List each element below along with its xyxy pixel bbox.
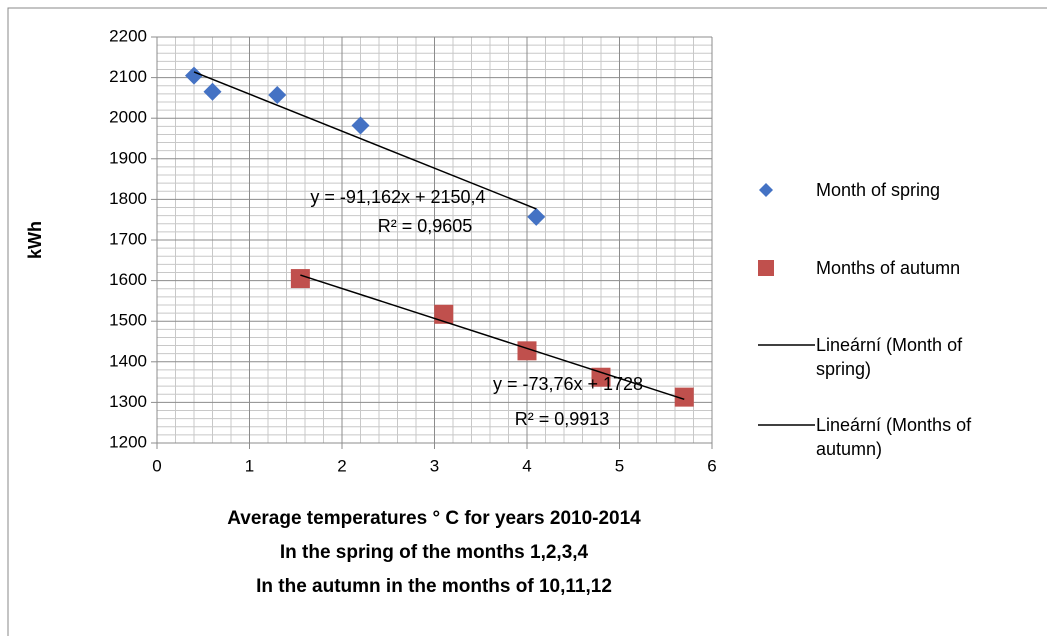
legend-symbol (758, 333, 816, 357)
plot-area: 1200 1300 1400 1500 1600 1700 1800 1900 2000 2100… (109, 26, 717, 597)
trendline-r2: R² = 0,9913 (515, 409, 610, 429)
legend-symbol-svg (759, 183, 773, 197)
legend-marker (758, 260, 774, 276)
legend-symbol (758, 256, 816, 280)
data-point (290, 269, 310, 289)
legend-item: Lineární (Months of autumn) (758, 413, 1021, 461)
data-point (591, 367, 611, 387)
legend-item: Month of spring (758, 178, 1021, 202)
legend-label: Lineární (Months of autumn) (816, 415, 972, 459)
y-tick-label: 2100 (109, 67, 147, 86)
legend-item: Lineární (Month of spring) (758, 333, 1021, 381)
x-tick-label: 6 (707, 456, 716, 475)
y-tick-label: 1500 (109, 311, 147, 330)
legend-label: Months of autumn (816, 258, 961, 278)
x-axis-title: In the autumn in the months of 10,11,12 (256, 576, 612, 597)
legend-label: Lineární (Month of spring) (816, 335, 963, 379)
y-tick-label: 1600 (109, 270, 147, 289)
y-tick-label: 1200 (109, 432, 147, 451)
data-point (351, 116, 370, 135)
trendline-equation: y = -91,162x + 2150,4 (310, 187, 485, 207)
y-tick-label: 1900 (109, 148, 147, 167)
legend-symbol (758, 178, 816, 202)
chart-border (7, 7, 1047, 636)
legend-symbol-svg (758, 344, 815, 346)
x-tick-label: 4 (522, 456, 531, 475)
trendline-equation: y = -73,76x + 1728 (493, 374, 643, 394)
data-point (185, 66, 203, 85)
data-point (203, 82, 222, 101)
x-axis-title: In the spring of the months 1,2,3,4 (280, 542, 589, 563)
data-point (527, 207, 546, 226)
x-tick-label: 0 (152, 456, 161, 475)
y-tick-label: 2200 (109, 26, 147, 45)
data-point (268, 86, 287, 105)
trendline (300, 274, 685, 401)
legend-marker (759, 183, 773, 197)
legend-symbol-svg (758, 424, 815, 426)
y-tick-label: 2000 (109, 108, 147, 127)
x-tick-label: 2 (337, 456, 346, 475)
legend-symbol-svg (758, 260, 774, 276)
y-tick-label: 1700 (109, 229, 147, 248)
y-tick-label: 1800 (109, 189, 147, 208)
data-point (434, 304, 454, 324)
trendline-r2: R² = 0,9605 (378, 216, 473, 236)
y-tick-label: 1400 (109, 351, 147, 370)
trendline (193, 71, 537, 210)
y-tick-label: 1300 (109, 392, 147, 411)
x-tick-label: 3 (430, 456, 439, 475)
data-point (674, 387, 694, 407)
x-tick-label: 5 (615, 456, 624, 475)
x-tick-label: 1 (245, 456, 254, 475)
y-axis-title: kWh (25, 221, 45, 259)
legend-symbol (758, 413, 816, 437)
legend-item: Months of autumn (758, 256, 1021, 280)
x-axis-title: Average temperatures ° C for years 2010-… (227, 508, 641, 529)
legend-label: Month of spring (816, 180, 941, 200)
